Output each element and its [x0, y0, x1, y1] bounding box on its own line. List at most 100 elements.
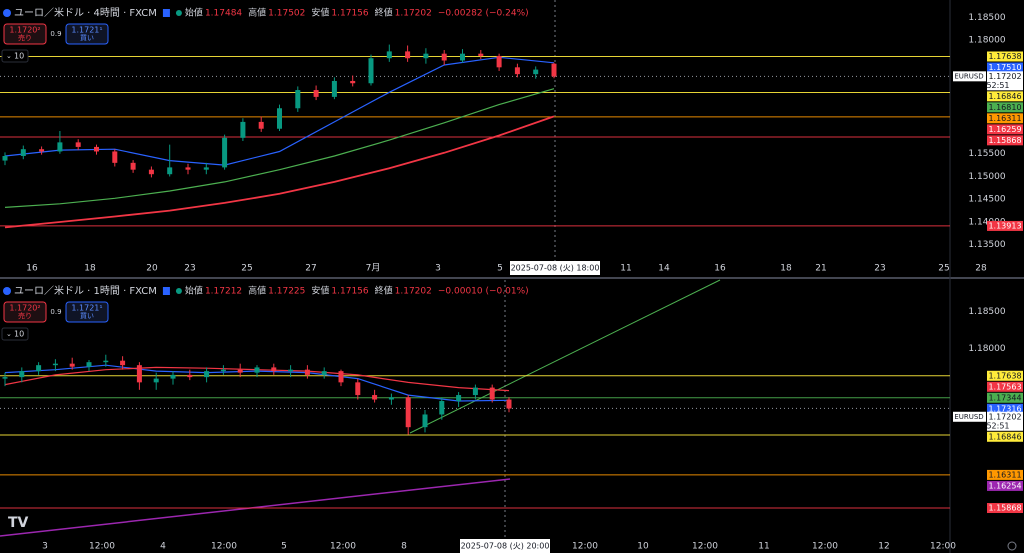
price-tag [987, 135, 1023, 146]
price-tag-label: 1.15868 [988, 136, 1021, 145]
change: −0.00010 (−0.01%) [438, 287, 529, 297]
x-tick-label: 3 [435, 264, 441, 274]
candle-body [103, 360, 109, 363]
x-tick-label: 3 [42, 542, 48, 552]
cursor-time-tag [460, 539, 550, 553]
buy-button[interactable] [65, 23, 109, 45]
symbol-icon [3, 287, 11, 295]
candle-body [496, 55, 502, 68]
y-tick-label: 1.13500 [968, 240, 1005, 250]
buy-button[interactable] [65, 301, 109, 323]
x-tick-label: 12:00 [211, 542, 237, 552]
candle-body [423, 53, 429, 59]
price-tag [987, 381, 1023, 392]
price-tag [987, 503, 1023, 514]
cursor-time: 2025-07-08 (火) 18:00 [511, 264, 600, 273]
settings-icon[interactable] [1007, 541, 1017, 551]
symbol-icon [3, 9, 11, 17]
y-tick-label: 1.15500 [968, 149, 1005, 159]
price-tag-label: 1.17638 [988, 52, 1021, 61]
price-tag-label: 1.16311 [988, 114, 1021, 123]
ohlc-label: 高値 [248, 7, 266, 19]
ohlc-value: 1.17156 [331, 287, 368, 297]
candle-body [277, 108, 282, 129]
candle-body [422, 414, 428, 428]
x-tick-label: 25 [241, 264, 252, 274]
price-tag-label: 1.13913 [988, 221, 1021, 230]
price-tag [987, 113, 1023, 124]
buy-label: 買い [80, 312, 94, 320]
sell-button[interactable] [3, 301, 47, 323]
trend-line[interactable] [0, 478, 511, 537]
candle-body [167, 167, 173, 175]
candle-body [136, 365, 142, 383]
candle-body [439, 401, 445, 415]
candle-body [20, 149, 26, 157]
candle-body [39, 149, 45, 152]
price-tag [987, 469, 1023, 480]
candle-body [2, 156, 8, 161]
x-tick-label: 20 [146, 264, 158, 274]
last-price-tag [987, 71, 1023, 91]
y-tick-label: 1.18500 [968, 307, 1005, 317]
symbol-tag [953, 411, 986, 422]
price-tag [987, 220, 1023, 231]
candle-body [331, 80, 337, 97]
candle-body [204, 371, 210, 378]
price-tag-label: 1.17510 [988, 63, 1021, 72]
indicator-count: 10 [14, 52, 24, 61]
sell-button[interactable] [3, 23, 47, 45]
x-tick-label: 4 [160, 542, 166, 552]
flag-icon[interactable] [162, 9, 170, 17]
candle-body [533, 69, 539, 75]
candle-body [405, 51, 411, 59]
candle-body [57, 142, 63, 152]
candle-body [304, 369, 310, 375]
trend-line[interactable] [409, 279, 721, 434]
candle-body [237, 369, 243, 373]
price-tag-label: 1.17344 [988, 393, 1021, 402]
indicator-toggle[interactable] [1, 49, 29, 63]
candle-body [36, 365, 42, 372]
candle-body [295, 90, 301, 109]
candle-body [75, 142, 81, 147]
ohlc-label: 始値 [185, 285, 203, 297]
ohlc-label: 始値 [185, 7, 203, 19]
candle-body [2, 377, 8, 379]
candle-body [313, 90, 319, 97]
x-tick-label: 12:00 [930, 542, 956, 552]
candle-body [338, 371, 344, 383]
last-price: 1.17202 [988, 72, 1021, 81]
candle-body [288, 369, 294, 372]
x-tick-label: 23 [874, 264, 885, 274]
candle-body [170, 374, 176, 379]
x-tick-label: 25 [938, 264, 949, 274]
candle-body [258, 121, 264, 129]
flag-icon[interactable] [162, 287, 170, 295]
x-tick-label: 11 [758, 542, 769, 552]
moving-average [4, 115, 555, 229]
price-tag [987, 62, 1023, 73]
x-tick-label: 10 [637, 542, 649, 552]
last-price-tag [987, 411, 1023, 431]
candle-body [456, 395, 462, 402]
x-tick-label: 16 [26, 264, 38, 274]
price-tag-label: 1.16846 [988, 92, 1021, 101]
ohlc-value: 1.17225 [268, 287, 305, 297]
candle-body [254, 367, 260, 373]
last-price: 1.17202 [988, 412, 1021, 421]
ohlc-label: 安値 [311, 7, 329, 19]
price-tag-label: 1.16846 [988, 432, 1021, 441]
price-tag-label: 1.17638 [988, 371, 1021, 380]
sell-price: 1.1720² [9, 26, 40, 35]
x-tick-label: 11 [620, 264, 631, 274]
logo: TV [8, 515, 29, 531]
price-tag-label: 1.16311 [988, 470, 1021, 479]
candle-body [386, 51, 392, 59]
sell-price: 1.1720² [9, 304, 40, 313]
buy-price: 1.1721¹ [71, 304, 102, 313]
candle-body [112, 151, 118, 163]
chart-title: ユーロ／米ドル · 1時間 · FXCM [14, 284, 157, 297]
indicator-toggle[interactable] [1, 327, 29, 341]
price-tag-label: 1.17316 [988, 404, 1021, 413]
